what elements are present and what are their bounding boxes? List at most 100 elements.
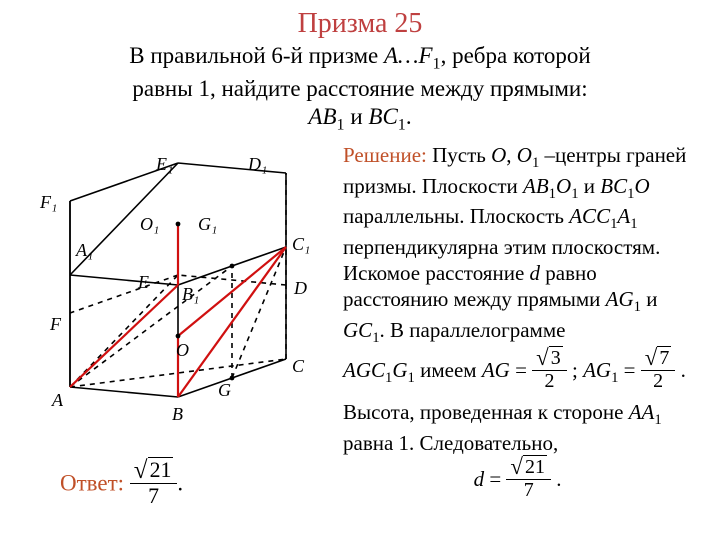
vertex-label-D: D bbox=[294, 278, 307, 299]
edge-solid bbox=[70, 387, 178, 397]
edge-solid bbox=[178, 163, 286, 173]
vertex-dot bbox=[176, 222, 181, 227]
s-i5a: AGC bbox=[343, 358, 385, 382]
vertex-label-G1: G₁ bbox=[198, 214, 217, 235]
problem-t4: и bbox=[345, 104, 369, 129]
s-t9: имеем bbox=[415, 358, 482, 382]
s-t8: . В параллелограмме bbox=[380, 318, 566, 342]
s-i2: AB bbox=[523, 174, 549, 198]
problem-t5: . bbox=[406, 104, 412, 129]
problem-t1: В правильной 6-й призме bbox=[129, 43, 384, 68]
solution-final-line: d = √217 . bbox=[343, 458, 692, 504]
s-t1: Пусть bbox=[427, 143, 491, 167]
f2d: 2 bbox=[641, 371, 676, 393]
content-row: ABCDEFA₁B₁C₁D₁E₁F₁OO₁GG₁ Решение: Пусть … bbox=[28, 142, 692, 504]
vertex-label-E: E bbox=[138, 272, 149, 293]
s-eq2: = bbox=[618, 358, 635, 382]
answer-block: Ответ: √217. bbox=[60, 460, 183, 510]
s-iAG1: AG bbox=[606, 287, 634, 311]
answer-frac: √217 bbox=[130, 458, 178, 508]
afd: 7 bbox=[506, 480, 551, 502]
problem-t3: равны 1, найдите расстояние между прямым… bbox=[132, 76, 587, 101]
s-c1: , bbox=[506, 143, 517, 167]
problem-sub2: 1 bbox=[337, 117, 345, 134]
edge-dashed bbox=[70, 266, 232, 387]
s-sGC1: 1 bbox=[372, 330, 379, 346]
page-title: Призма 25 bbox=[28, 8, 692, 40]
ans-dot: . bbox=[177, 470, 183, 495]
s-dot2: . bbox=[551, 467, 562, 491]
problem-sub3: 1 bbox=[398, 117, 406, 134]
s-iO1: O bbox=[517, 143, 532, 167]
afn: 21 bbox=[523, 455, 547, 478]
diagram-column: A B C D E F A₁ B₁ C₁ D₁ E₁ F₁ O O₁ G G₁ bbox=[28, 142, 343, 504]
s-dot1: . bbox=[675, 358, 686, 382]
solution-text: Решение: Пусть O, O1 –центры граней приз… bbox=[343, 142, 692, 504]
f1n: 3 bbox=[549, 346, 563, 369]
problem-sub1: 1 bbox=[433, 56, 441, 73]
vertex-label-C: C bbox=[292, 356, 304, 377]
s-s5b: 1 bbox=[408, 370, 415, 386]
ans-d: 7 bbox=[130, 484, 178, 508]
vertex-label-F: F bbox=[50, 314, 61, 335]
vertex-label-O: O bbox=[176, 340, 189, 361]
vertex-label-D1: D₁ bbox=[248, 154, 267, 175]
f2n: 7 bbox=[657, 346, 671, 369]
vertex-label-E1: E₁ bbox=[156, 154, 173, 175]
s-t7: и bbox=[641, 287, 658, 311]
s-alt: Высота, проведенная к стороне bbox=[343, 400, 629, 424]
s-sep1: ; bbox=[567, 358, 583, 382]
title-text: Призма 25 bbox=[298, 8, 423, 39]
s-i2b: O bbox=[556, 174, 571, 198]
s-iAA1: AA bbox=[629, 400, 655, 424]
vertex-label-B1: B₁ bbox=[182, 284, 199, 305]
vertex-dot bbox=[176, 334, 181, 339]
s-sAA1: 1 bbox=[654, 413, 661, 429]
answer-label: Ответ: bbox=[60, 470, 124, 495]
vertex-label-B: B bbox=[172, 404, 183, 425]
frac-sqrt21-7: √217 bbox=[506, 456, 551, 502]
problem-var2: AB bbox=[308, 104, 336, 129]
frac-sqrt3-2: √32 bbox=[532, 347, 567, 393]
vertex-label-C1: C₁ bbox=[292, 234, 310, 255]
frac-sqrt7-2: √72 bbox=[641, 347, 676, 393]
vertex-label-O1: O₁ bbox=[140, 214, 159, 235]
s-i3b: O bbox=[634, 174, 649, 198]
problem-statement: В правильной 6-й призме A…F1, ребра кото… bbox=[28, 42, 692, 136]
s-i5b: G bbox=[392, 358, 407, 382]
s-i3: BC bbox=[600, 174, 627, 198]
s-s2b: 1 bbox=[571, 186, 578, 202]
f1d: 2 bbox=[532, 371, 567, 393]
s-t5: перпендикулярна этим плоскостям. Искомое… bbox=[343, 235, 660, 285]
s-t4: параллельны. Плоскость bbox=[343, 204, 569, 228]
s-iAG1b: AG bbox=[583, 358, 611, 382]
solution-eq-line: AGC1G1 имеем AG = √32 ; AG1 = √72 . bbox=[343, 349, 692, 395]
s-id: d bbox=[530, 261, 541, 285]
solution-alt-line: Высота, проведенная к стороне AA1 равна … bbox=[343, 399, 692, 456]
vertex-label-A1: A₁ bbox=[76, 240, 93, 261]
s-sAG1: 1 bbox=[634, 300, 641, 316]
solution-label: Решение: bbox=[343, 143, 427, 167]
problem-var1: A…F bbox=[384, 43, 433, 68]
s-s2a: 1 bbox=[549, 186, 556, 202]
s-iGC1: GC bbox=[343, 318, 372, 342]
problem-t2: , ребра которой bbox=[441, 43, 591, 68]
s-fv: d bbox=[474, 467, 485, 491]
s-eq1: = bbox=[510, 358, 527, 382]
s-iO: O bbox=[491, 143, 506, 167]
vertex-label-A: A bbox=[52, 390, 63, 411]
vertex-label-G: G bbox=[218, 380, 231, 401]
s-feq: = bbox=[484, 467, 501, 491]
s-s4b: 1 bbox=[630, 216, 637, 232]
problem-var3: BC bbox=[368, 104, 397, 129]
s-t3: и bbox=[579, 174, 601, 198]
s-iAG: AG bbox=[482, 358, 510, 382]
s-t10: равна 1. Следовательно, bbox=[343, 431, 558, 455]
edge-solid bbox=[70, 275, 178, 285]
ans-n: 21 bbox=[148, 457, 174, 482]
edge-red bbox=[70, 285, 178, 387]
s-i4a: ACC bbox=[569, 204, 610, 228]
vertex-dot bbox=[230, 264, 235, 269]
vertex-label-F1: F₁ bbox=[40, 192, 57, 213]
s-i4b: A bbox=[617, 204, 630, 228]
